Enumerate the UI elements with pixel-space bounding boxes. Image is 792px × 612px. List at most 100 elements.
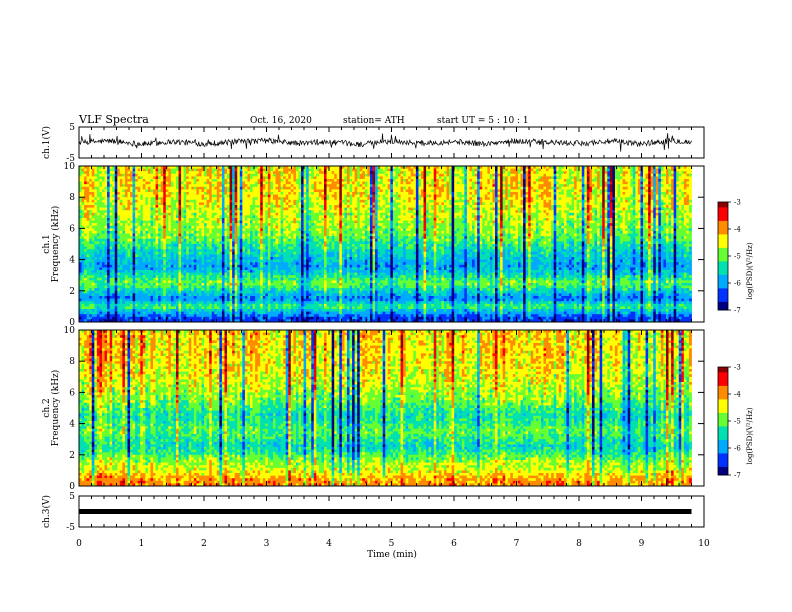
spectrogram-cell (189, 208, 192, 211)
spectrogram-cell (133, 171, 136, 174)
spectrogram-cell (117, 189, 120, 192)
spectrogram-cell (398, 174, 401, 177)
spectrogram-cell (393, 192, 396, 195)
spectrogram-cell (393, 210, 396, 213)
spectrogram-cell (513, 213, 516, 216)
spectrogram-cell (681, 169, 684, 172)
spectrogram-cell (569, 169, 572, 172)
spectrogram-cell (250, 192, 253, 195)
spectrogram-cell (166, 218, 169, 221)
spectrogram-cell (329, 179, 332, 182)
spectrogram-cell (156, 176, 159, 179)
spectrogram-cell (250, 169, 253, 172)
spectrogram-cell (390, 176, 393, 179)
spectrogram-cell (372, 202, 375, 205)
spectrogram-cell (288, 187, 291, 190)
spectrogram-cell (334, 187, 337, 190)
spectrogram-cell (270, 210, 273, 213)
spectrogram-cell (158, 202, 161, 205)
spectrogram-cell (242, 192, 245, 195)
spectrogram-cell (82, 187, 85, 190)
spectrogram-cell (194, 200, 197, 203)
spectrogram-cell (521, 213, 524, 216)
spectrogram-cell (467, 174, 470, 177)
spectrogram-cell (370, 195, 373, 198)
spectrogram-cell (587, 200, 590, 203)
spectrogram-cell (421, 215, 424, 218)
spectrogram-cell (99, 208, 102, 211)
spectrogram-cell (610, 169, 613, 172)
spectrogram-cell (559, 200, 562, 203)
spectrogram-cell (99, 174, 102, 177)
spectrogram-cell (140, 208, 143, 211)
spectrogram-cell (117, 202, 120, 205)
spectrogram-cell (592, 208, 595, 211)
spectrogram-cell (628, 174, 631, 177)
spectrogram-cell (350, 169, 353, 172)
spectrogram-cell (602, 189, 605, 192)
spectrogram-cell (166, 215, 169, 218)
spectrogram-cell (293, 169, 296, 172)
spectrogram-cell (531, 179, 534, 182)
spectrogram-cell (518, 213, 521, 216)
spectrogram-cell (263, 202, 266, 205)
spectrogram-cell (666, 210, 669, 213)
spectrogram-cell (454, 195, 457, 198)
spectrogram-cell (577, 200, 580, 203)
spectrogram-cell (145, 187, 148, 190)
spectrogram-cell (276, 174, 279, 177)
spectrogram-cell (278, 215, 281, 218)
spectrogram-cell (577, 205, 580, 208)
spectrogram-cell (309, 176, 312, 179)
spectrogram-cell (319, 171, 322, 174)
spectrogram-cell (237, 184, 240, 187)
spectrogram-cell (635, 197, 638, 200)
spectrogram-cell (503, 210, 506, 213)
spectrogram-cell (204, 195, 207, 198)
spectrogram-cell (459, 192, 462, 195)
spectrogram-cell (454, 192, 457, 195)
spectrogram-cell (332, 210, 335, 213)
spectrogram-cell (584, 213, 587, 216)
spectrogram-cell (316, 205, 319, 208)
spectrogram-cell (135, 200, 138, 203)
spectrogram-cell (383, 210, 386, 213)
spectrogram-cell (240, 182, 243, 185)
spectrogram-cell (334, 195, 337, 198)
spectrogram-cell (321, 174, 324, 177)
spectrogram-cell (579, 202, 582, 205)
spectrogram-cell (426, 205, 429, 208)
spectrogram-cell (232, 200, 235, 203)
spectrogram-cell (518, 171, 521, 174)
spectrogram-cell (383, 171, 386, 174)
spectrogram-cell (577, 197, 580, 200)
spectrogram-cell (296, 213, 299, 216)
spectrogram-cell (140, 218, 143, 221)
spectrogram-cell (533, 200, 536, 203)
spectrogram-cell (276, 182, 279, 185)
spectrogram-cell (163, 210, 166, 213)
spectrogram-cell (546, 197, 549, 200)
spectrogram-cell (587, 189, 590, 192)
spectrogram-cell (258, 176, 261, 179)
spectrogram-cell (457, 197, 460, 200)
spectrogram-cell (242, 210, 245, 213)
spectrogram-cell (646, 208, 649, 211)
spectrogram-cell (224, 208, 227, 211)
spectrogram-cell (276, 169, 279, 172)
spectrogram-cell (684, 195, 687, 198)
spectrogram-cell (298, 187, 301, 190)
spectrogram-cell (115, 215, 118, 218)
spectrogram-cell (408, 202, 411, 205)
spectrogram-cell (110, 174, 113, 177)
spectrogram-cell (452, 176, 455, 179)
spectrogram-cell (492, 192, 495, 195)
spectrogram-cell (658, 205, 661, 208)
spectrogram-cell (602, 179, 605, 182)
spectrogram-cell (196, 210, 199, 213)
spectrogram-cell (125, 179, 128, 182)
spectrogram-cell (566, 184, 569, 187)
spectrogram-cell (595, 202, 598, 205)
spectrogram-cell (526, 202, 529, 205)
spectrogram-cell (648, 174, 651, 177)
